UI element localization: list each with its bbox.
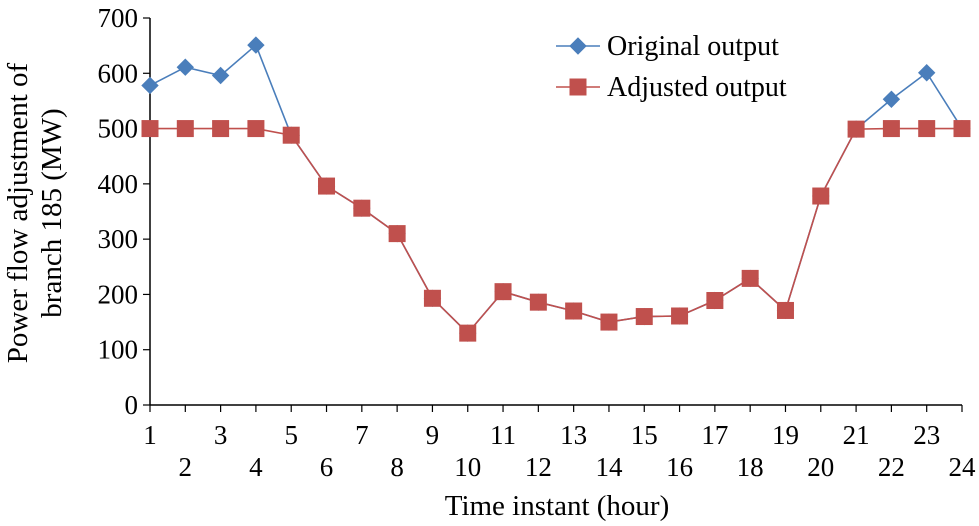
square-data-point	[707, 293, 723, 309]
square-data-point	[883, 121, 899, 137]
legend-diamond-marker	[570, 38, 586, 54]
x-tick-label: 5	[284, 420, 298, 450]
x-tick-label: 11	[490, 420, 516, 450]
x-tick-label: 7	[355, 420, 369, 450]
square-data-point	[319, 178, 335, 194]
y-tick-label: 300	[98, 224, 139, 254]
legend-item-original-output: Original output	[556, 31, 779, 62]
series-line	[150, 129, 962, 334]
y-tick-label: 0	[125, 390, 139, 420]
legend-label: Adjusted output	[607, 72, 787, 103]
x-tick-label: 13	[560, 420, 587, 450]
y-axis-title-line-2: branch 185 (MW)	[36, 108, 68, 317]
x-tick-label: 1	[143, 420, 157, 450]
square-data-point	[495, 284, 511, 300]
x-tick-label: 6	[320, 452, 334, 482]
x-axis-title: Time instant (hour)	[445, 490, 669, 522]
square-data-point	[813, 188, 829, 204]
x-tick-label: 23	[913, 420, 940, 450]
x-tick-label: 20	[807, 452, 834, 482]
series-adjusted-output	[142, 121, 970, 342]
y-tick-label: 600	[98, 58, 139, 88]
square-data-point	[742, 270, 758, 286]
series-original-output	[142, 37, 970, 341]
y-tick-label: 400	[98, 169, 139, 199]
square-data-point	[777, 302, 793, 318]
x-tick-label: 9	[426, 420, 440, 450]
square-data-point	[636, 309, 652, 325]
y-tick-label: 100	[98, 335, 139, 365]
square-data-point	[601, 314, 617, 330]
legend-label: Original output	[607, 31, 779, 62]
x-tick-label: 8	[390, 452, 404, 482]
x-tick-label: 14	[595, 452, 623, 482]
x-tick-label: 12	[525, 452, 552, 482]
x-tick-label: 10	[454, 452, 481, 482]
x-tick-label: 17	[701, 420, 728, 450]
square-data-point	[672, 308, 688, 324]
diamond-data-point	[919, 65, 935, 81]
y-tick-label: 200	[98, 279, 139, 309]
y-tick-label: 700	[98, 3, 139, 33]
legend-item-adjusted-output: Adjusted output	[556, 72, 787, 103]
square-data-point	[460, 325, 476, 341]
square-data-point	[919, 121, 935, 137]
y-tick-label: 500	[98, 114, 139, 144]
square-data-point	[213, 121, 229, 137]
square-data-point	[354, 200, 370, 216]
series-layer	[142, 37, 970, 341]
x-tick-label: 16	[666, 452, 693, 482]
y-axis-title-line-1: Power flow adjustment of	[2, 62, 34, 363]
x-tick-label: 15	[631, 420, 658, 450]
square-data-point	[177, 121, 193, 137]
diamond-data-point	[177, 59, 193, 75]
x-tick-label: 22	[878, 452, 905, 482]
x-tick-label: 18	[737, 452, 764, 482]
x-tick-label: 2	[179, 452, 193, 482]
x-tick-label: 4	[249, 452, 263, 482]
diamond-data-point	[142, 77, 158, 93]
x-tick-label: 19	[772, 420, 799, 450]
square-data-point	[283, 127, 299, 143]
square-data-point	[848, 121, 864, 137]
square-data-point	[954, 121, 970, 137]
legend: Original output Adjusted output	[556, 31, 787, 103]
square-data-point	[142, 121, 158, 137]
square-data-point	[566, 303, 582, 319]
x-tick-label: 3	[214, 420, 228, 450]
x-tick-label: 24	[949, 452, 977, 482]
legend-square-marker	[570, 79, 586, 95]
square-data-point	[248, 121, 264, 137]
square-data-point	[389, 226, 405, 242]
square-data-point	[530, 294, 546, 310]
series-line	[150, 45, 962, 333]
x-tick-label: 21	[843, 420, 870, 450]
square-data-point	[424, 290, 440, 306]
